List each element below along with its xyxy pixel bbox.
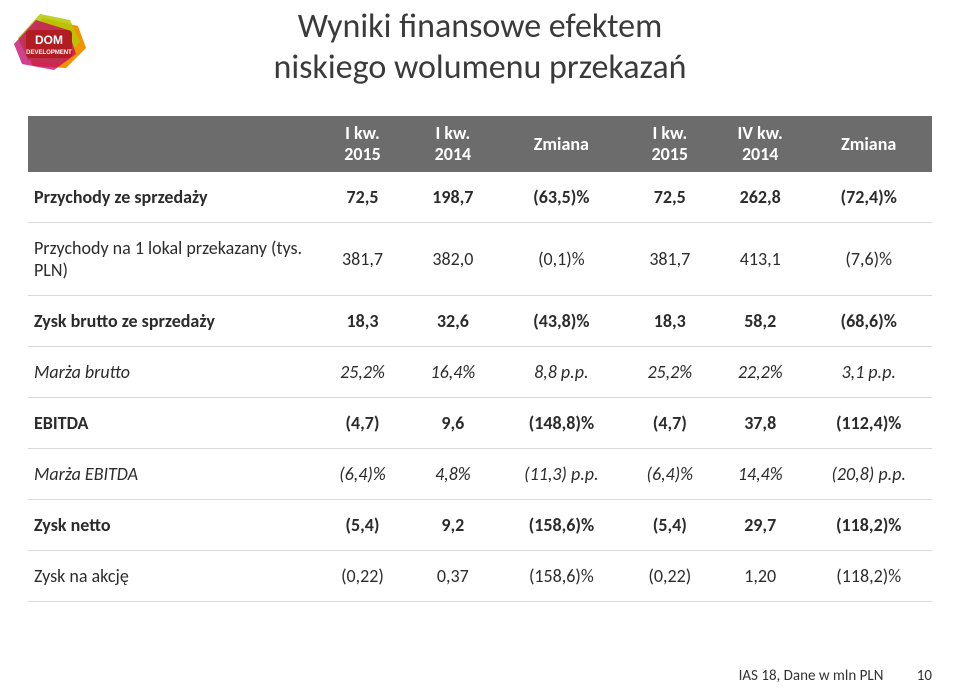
- row-value: (63,5)%: [498, 172, 625, 223]
- footer-note: IAS 18, Dane w mln PLN: [739, 667, 884, 685]
- row-value: 9,2: [408, 500, 498, 551]
- header-col-5: IV kw.2014: [715, 116, 805, 172]
- header-col-4: I kw.2015: [625, 116, 715, 172]
- row-value: (11,3) p.p.: [498, 449, 625, 500]
- row-value: (5,4): [317, 500, 407, 551]
- row-value: 25,2%: [317, 347, 407, 398]
- logo-bottom-text: DEVELOPMENT: [26, 50, 72, 56]
- title-line-2: niskiego wolumenu przekazań: [0, 47, 960, 88]
- row-label: EBITDA: [28, 398, 317, 449]
- row-value: (20,8) p.p.: [805, 449, 932, 500]
- row-value: (0,1)%: [498, 223, 625, 296]
- row-value: (72,4)%: [805, 172, 932, 223]
- row-value: 0,37: [408, 551, 498, 602]
- title-line-1: Wyniki finansowe efektem: [0, 6, 960, 47]
- row-value: (5,4): [625, 500, 715, 551]
- row-value: 413,1: [715, 223, 805, 296]
- row-value: 8,8 p.p.: [498, 347, 625, 398]
- company-logo-icon: DOM DEVELOPMENT: [8, 8, 98, 78]
- table-row: Przychody ze sprzedaży72,5198,7(63,5)%72…: [28, 172, 932, 223]
- row-value: 18,3: [317, 296, 407, 347]
- logo-top-text: DOM: [35, 33, 63, 47]
- row-value: 29,7: [715, 500, 805, 551]
- row-value: (158,6)%: [498, 500, 625, 551]
- row-value: (43,8)%: [498, 296, 625, 347]
- header-col-6: Zmiana: [805, 116, 932, 172]
- financial-table: I kw.2015 I kw.2014 Zmiana I kw.2015 IV …: [28, 116, 932, 602]
- row-value: 37,8: [715, 398, 805, 449]
- row-value: (118,2)%: [805, 551, 932, 602]
- table-row: EBITDA(4,7)9,6(148,8)%(4,7)37,8(112,4)%: [28, 398, 932, 449]
- row-value: 14,4%: [715, 449, 805, 500]
- row-label: Przychody ze sprzedaży: [28, 172, 317, 223]
- row-value: 58,2: [715, 296, 805, 347]
- header-blank: [28, 116, 317, 172]
- row-label: Marża EBITDA: [28, 449, 317, 500]
- row-value: 72,5: [317, 172, 407, 223]
- table-row: Marża EBITDA(6,4)%4,8%(11,3) p.p.(6,4)%1…: [28, 449, 932, 500]
- row-value: 381,7: [317, 223, 407, 296]
- row-value: 381,7: [625, 223, 715, 296]
- row-value: 1,20: [715, 551, 805, 602]
- row-value: (112,4)%: [805, 398, 932, 449]
- row-value: (68,6)%: [805, 296, 932, 347]
- page-number: 10: [917, 667, 932, 685]
- row-value: 22,2%: [715, 347, 805, 398]
- row-value: (0,22): [625, 551, 715, 602]
- row-label: Zysk netto: [28, 500, 317, 551]
- table-row: Zysk brutto ze sprzedaży18,332,6(43,8)%1…: [28, 296, 932, 347]
- slide-footer: IAS 18, Dane w mln PLN 10: [739, 667, 932, 685]
- row-value: (4,7): [625, 398, 715, 449]
- table-row: Zysk netto(5,4)9,2(158,6)%(5,4)29,7(118,…: [28, 500, 932, 551]
- table-row: Przychody na 1 lokal przekazany (tys. PL…: [28, 223, 932, 296]
- row-value: (0,22): [317, 551, 407, 602]
- table-body: Przychody ze sprzedaży72,5198,7(63,5)%72…: [28, 172, 932, 602]
- row-label: Zysk brutto ze sprzedaży: [28, 296, 317, 347]
- row-value: 198,7: [408, 172, 498, 223]
- row-value: (158,6)%: [498, 551, 625, 602]
- row-label: Przychody na 1 lokal przekazany (tys. PL…: [28, 223, 317, 296]
- row-value: 4,8%: [408, 449, 498, 500]
- header-col-1: I kw.2015: [317, 116, 407, 172]
- row-value: 32,6: [408, 296, 498, 347]
- table-row: Marża brutto25,2%16,4%8,8 p.p.25,2%22,2%…: [28, 347, 932, 398]
- row-value: 25,2%: [625, 347, 715, 398]
- row-value: (148,8)%: [498, 398, 625, 449]
- row-value: (7,6)%: [805, 223, 932, 296]
- row-value: 9,6: [408, 398, 498, 449]
- row-value: (6,4)%: [625, 449, 715, 500]
- row-value: 262,8: [715, 172, 805, 223]
- row-label: Zysk na akcję: [28, 551, 317, 602]
- row-value: 16,4%: [408, 347, 498, 398]
- table-row: Zysk na akcję(0,22)0,37(158,6)%(0,22)1,2…: [28, 551, 932, 602]
- row-value: (6,4)%: [317, 449, 407, 500]
- slide-title: Wyniki finansowe efektem niskiego wolume…: [0, 0, 960, 88]
- row-value: 72,5: [625, 172, 715, 223]
- header-col-2: I kw.2014: [408, 116, 498, 172]
- row-value: (118,2)%: [805, 500, 932, 551]
- row-value: 18,3: [625, 296, 715, 347]
- header-col-3: Zmiana: [498, 116, 625, 172]
- row-value: 3,1 p.p.: [805, 347, 932, 398]
- row-value: 382,0: [408, 223, 498, 296]
- table-header: I kw.2015 I kw.2014 Zmiana I kw.2015 IV …: [28, 116, 932, 172]
- row-value: (4,7): [317, 398, 407, 449]
- row-label: Marża brutto: [28, 347, 317, 398]
